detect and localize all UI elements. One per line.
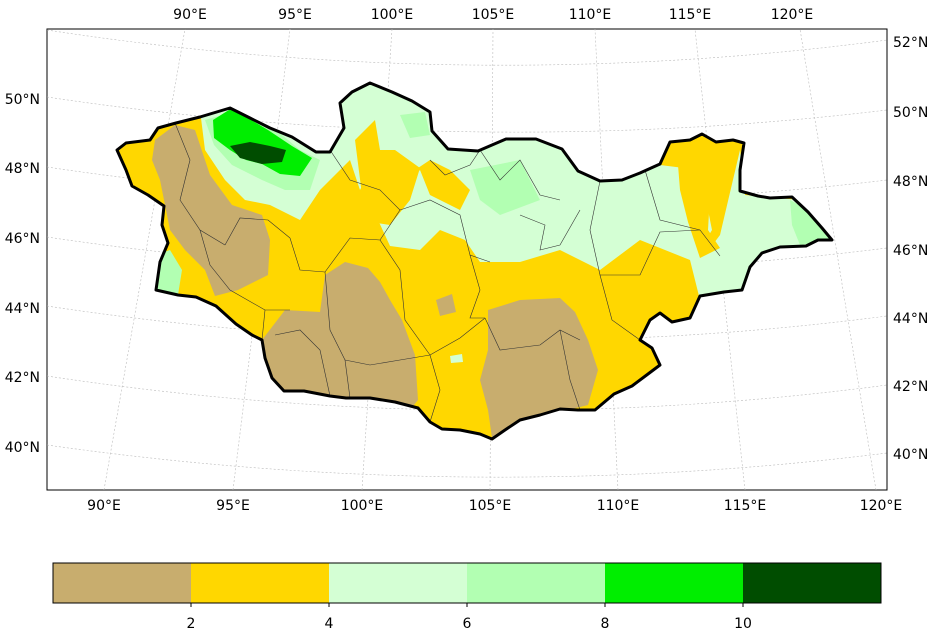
colorbar: 2 4 6 8 10 [52,562,882,632]
mongolia-border [115,81,834,441]
right-lat-label: 42°N [893,379,928,395]
zone-light-green-2 [790,200,832,245]
colorbar-tick-label: 6 [463,616,472,632]
left-lat-label: 48°N [5,161,40,177]
zone-brown-small [436,294,456,316]
top-lon-label: 100°E [371,7,414,23]
left-latitude-labels: 50°N 48°N 46°N 44°N 42°N 40°N [5,92,40,456]
right-lat-label: 46°N [893,243,928,259]
top-lon-label: 120°E [771,7,814,23]
zone-yellow-north-2 [676,140,720,258]
zone-pale-green-east [700,150,832,300]
zone-light-green-4 [400,112,430,138]
colorbar-segment [53,563,192,603]
zone-brown-southeast [480,298,598,438]
top-lon-label: 110°E [569,7,612,23]
zone-light-green-3 [156,250,182,295]
right-lat-label: 50°N [893,105,928,121]
left-lat-label: 50°N [5,92,40,108]
zone-brown-southwest [262,262,418,410]
right-lat-label: 40°N [893,447,928,463]
province-boundaries [174,122,721,423]
colorbar-segment [467,563,606,603]
left-lat-label: 40°N [5,440,40,456]
colorbar-segment [329,563,468,603]
bottom-lon-label: 105°E [469,498,512,514]
left-lat-label: 42°N [5,370,40,386]
zone-pale-green-south-spot [450,354,463,363]
colorbar-tick-label: 10 [734,616,752,632]
bottom-lon-label: 110°E [597,498,640,514]
colorbar-tick-label: 8 [601,616,610,632]
top-lon-label: 115°E [669,7,712,23]
right-latitude-labels: 52°N 50°N 48°N 46°N 44°N 42°N 40°N [893,35,928,463]
right-lat-label: 52°N [893,35,928,51]
top-longitude-labels: 90°E 95°E 100°E 105°E 110°E 115°E 120°E [173,7,813,23]
left-lat-label: 44°N [5,301,40,317]
zone-brown-west [152,125,270,296]
right-lat-label: 48°N [893,174,928,190]
bottom-lon-label: 100°E [341,498,384,514]
bottom-lon-label: 95°E [216,498,250,514]
top-lon-label: 90°E [173,7,207,23]
zone-dark-green [230,142,286,164]
top-lon-label: 105°E [472,7,515,23]
bottom-lon-label: 90°E [87,498,121,514]
zone-light-green-5 [470,160,540,215]
right-lat-label: 44°N [893,311,928,327]
colorbar-tick-label: 2 [187,616,196,632]
colorbar-tick-label: 4 [325,616,334,632]
bottom-lon-label: 120°E [860,498,903,514]
bottom-lon-label: 115°E [724,498,767,514]
top-lon-label: 95°E [278,7,312,23]
bottom-longitude-labels: 90°E 95°E 100°E 105°E 110°E 115°E 120°E [87,498,902,514]
colorbar-segment [605,563,744,603]
colorbar-segment [743,563,882,603]
zone-yellow-north-1 [355,120,420,225]
left-lat-label: 46°N [5,231,40,247]
colorbar-segment [191,563,330,603]
zone-green [213,108,312,176]
